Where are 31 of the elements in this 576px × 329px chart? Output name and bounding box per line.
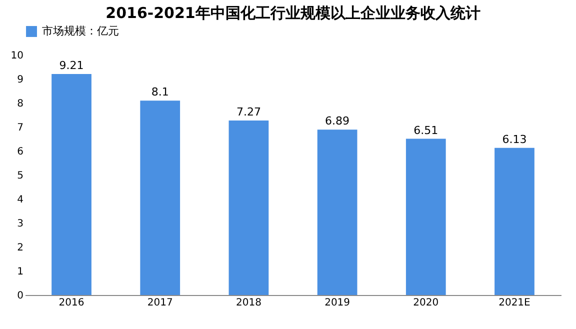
y-tick-label: 2 bbox=[17, 242, 24, 254]
bar bbox=[228, 120, 269, 295]
legend-label: 市场规模：亿元 bbox=[42, 24, 119, 38]
x-tick-label: 2018 bbox=[236, 298, 262, 308]
bar bbox=[406, 138, 446, 295]
data-label: 8.1 bbox=[151, 86, 169, 99]
data-label: 6.51 bbox=[414, 124, 438, 137]
chart-title: 2016-2021年中国化工行业规模以上企业业务收入统计 bbox=[106, 4, 480, 22]
bar bbox=[52, 74, 92, 295]
bar bbox=[317, 130, 358, 295]
y-tick-label: 7 bbox=[17, 122, 24, 134]
data-label: 6.13 bbox=[502, 132, 527, 146]
y-tick-label: 4 bbox=[17, 194, 24, 206]
y-tick-label: 1 bbox=[17, 266, 24, 278]
x-tick-label: 2016 bbox=[58, 298, 84, 308]
bar bbox=[494, 148, 534, 295]
data-label: 7.27 bbox=[236, 106, 261, 119]
x-tick-label: 2017 bbox=[147, 298, 173, 308]
y-tick-label: 9 bbox=[17, 74, 24, 86]
bar bbox=[140, 100, 180, 295]
data-label: 9.21 bbox=[59, 58, 84, 72]
y-tick-label: 10 bbox=[10, 50, 24, 62]
y-tick-label: 5 bbox=[17, 170, 24, 182]
x-tick-label: 2020 bbox=[413, 298, 439, 308]
x-tick-label: 2019 bbox=[324, 298, 350, 308]
y-tick-label: 0 bbox=[17, 290, 24, 302]
x-tick-label: 2021E bbox=[498, 298, 530, 308]
y-tick-label: 8 bbox=[17, 98, 24, 110]
y-tick-label: 6 bbox=[17, 146, 24, 158]
data-label: 6.89 bbox=[325, 114, 350, 128]
y-tick-label: 3 bbox=[17, 218, 24, 230]
